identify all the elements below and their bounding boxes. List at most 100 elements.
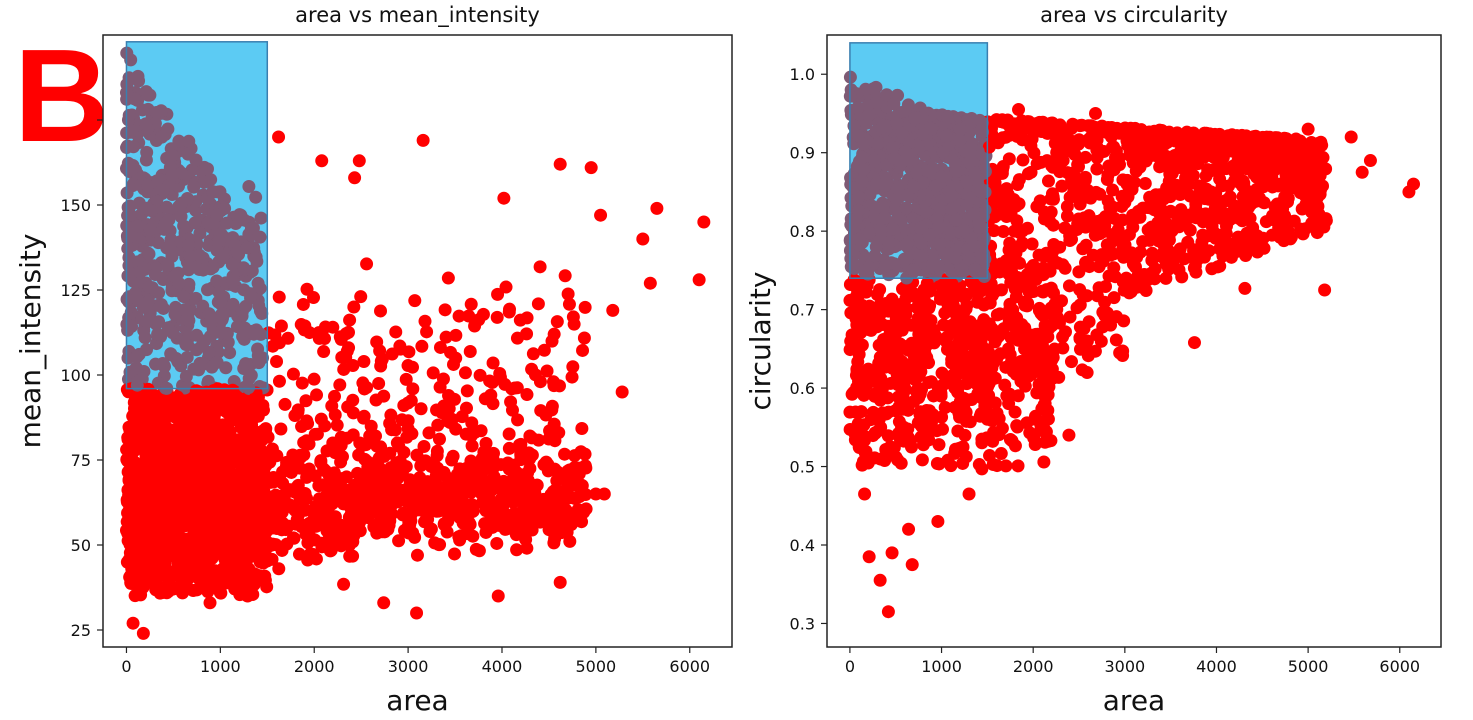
data-point [133, 265, 147, 279]
data-point [643, 276, 657, 290]
data-point [189, 384, 203, 398]
data-point [982, 140, 996, 154]
data-point [1129, 164, 1143, 178]
data-point [430, 478, 444, 492]
data-point [1281, 225, 1295, 239]
data-point [162, 213, 176, 227]
data-point [1107, 140, 1121, 154]
data-point [920, 433, 934, 447]
data-point [156, 183, 170, 197]
data-point [910, 301, 924, 315]
data-point [353, 436, 367, 450]
data-point [525, 523, 539, 537]
data-point [540, 364, 554, 378]
data-point [278, 397, 292, 411]
data-point [339, 327, 353, 341]
data-point [1033, 194, 1047, 208]
data-point [137, 571, 151, 585]
data-point [484, 388, 498, 402]
data-point [127, 402, 141, 416]
data-point [249, 190, 263, 204]
data-point [1287, 214, 1301, 228]
data-point [186, 564, 200, 578]
data-point [1025, 237, 1039, 251]
data-point [303, 326, 317, 340]
data-point [254, 449, 268, 463]
data-point [270, 355, 284, 369]
data-point [697, 215, 711, 229]
data-point [340, 344, 354, 358]
data-point [315, 478, 329, 492]
data-point [548, 434, 562, 448]
data-point [342, 532, 356, 546]
data-point [901, 282, 915, 296]
data-point [472, 313, 486, 327]
data-point [241, 589, 255, 603]
data-point [992, 428, 1006, 442]
data-point [606, 303, 620, 317]
data-point [142, 247, 156, 261]
data-point [370, 439, 384, 453]
data-point [446, 449, 460, 463]
data-point [1170, 161, 1184, 175]
data-point [309, 552, 323, 566]
data-point [348, 171, 362, 185]
data-point [410, 548, 424, 562]
data-point [920, 404, 934, 418]
data-point [415, 339, 429, 353]
data-point [1020, 221, 1034, 235]
data-point [206, 468, 220, 482]
data-point [433, 340, 447, 354]
data-point [956, 456, 970, 470]
point-cloud [119, 46, 593, 603]
data-point [193, 458, 207, 472]
data-point [1102, 269, 1116, 283]
data-point [510, 543, 524, 557]
data-point [1012, 197, 1026, 211]
data-point [163, 240, 177, 254]
data-point [201, 283, 215, 297]
data-point [537, 343, 551, 357]
data-point [983, 449, 997, 463]
data-point [162, 575, 176, 589]
data-point [248, 520, 262, 534]
data-point [1070, 223, 1084, 237]
data-point [932, 438, 946, 452]
data-point [346, 358, 360, 372]
data-point [464, 297, 478, 311]
data-point [912, 385, 926, 399]
data-point [347, 478, 361, 492]
data-point [241, 431, 255, 445]
data-point [223, 346, 237, 360]
data-point [502, 427, 516, 441]
data-point [558, 447, 572, 461]
data-point [209, 498, 223, 512]
data-point [561, 287, 575, 301]
data-point [135, 103, 149, 117]
data-point [1240, 226, 1254, 240]
data-point [220, 216, 234, 230]
data-point [1098, 309, 1112, 323]
data-point [946, 293, 960, 307]
data-point [486, 356, 500, 370]
data-point [151, 401, 165, 415]
data-point [260, 580, 274, 594]
data-point [404, 394, 418, 408]
data-point [458, 366, 472, 380]
data-point [1113, 346, 1127, 360]
data-point [163, 546, 177, 560]
data-point [1304, 136, 1318, 150]
data-point [360, 257, 374, 271]
data-point [894, 297, 908, 311]
data-point [485, 375, 499, 389]
data-point [1308, 169, 1322, 183]
data-point [1277, 209, 1291, 223]
data-point [408, 294, 422, 308]
data-point [511, 413, 525, 427]
data-point [396, 506, 410, 520]
data-point [850, 318, 864, 332]
data-point [1040, 377, 1054, 391]
data-point [502, 441, 516, 455]
data-point [988, 335, 1002, 349]
data-point [944, 345, 958, 359]
